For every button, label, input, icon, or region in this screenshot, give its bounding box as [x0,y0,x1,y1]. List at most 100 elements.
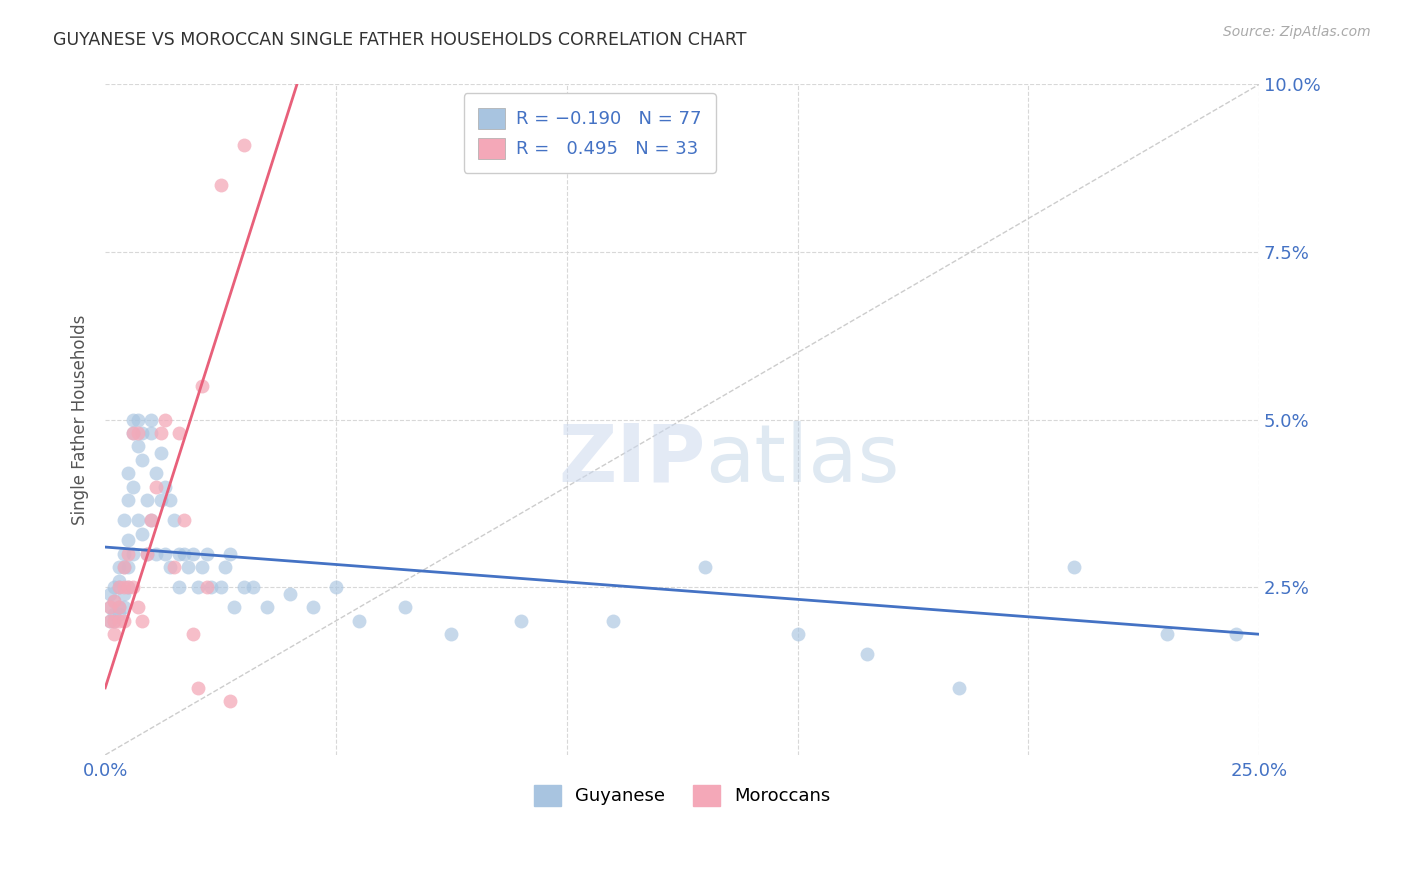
Point [117,547,139,561]
Point [325,580,347,594]
Point [209,580,232,594]
Point [186,681,208,695]
Point [186,580,208,594]
Point [135,493,157,508]
Point [214,560,236,574]
Point [141,513,163,527]
Point [302,600,325,615]
Point [145,467,167,481]
Point [131,426,153,441]
Point [108,600,131,615]
Point [122,426,145,441]
Point [232,580,254,594]
Text: GUYANESE VS MOROCCAN SINGLE FATHER HOUSEHOLDS CORRELATION CHART: GUYANESE VS MOROCCAN SINGLE FATHER HOUSE… [53,31,747,49]
Point [98,587,121,601]
Point [112,547,135,561]
Point [278,587,301,601]
Point [122,547,145,561]
Point [163,513,186,527]
Point [218,547,240,561]
Point [191,560,214,574]
Point [98,600,121,615]
Point [141,426,163,441]
Legend: Guyanese, Moroccans: Guyanese, Moroccans [527,778,838,813]
Point [155,412,177,426]
Point [173,513,195,527]
Point [163,560,186,574]
Point [191,379,214,393]
Point [149,446,172,460]
Point [1225,627,1247,641]
Point [232,137,254,152]
Point [108,607,131,621]
Point [117,580,139,594]
Point [117,533,139,548]
Point [181,627,204,641]
Point [1156,627,1178,641]
Point [347,614,370,628]
Point [135,547,157,561]
Point [112,614,135,628]
Point [127,600,149,615]
Point [167,580,190,594]
Point [167,426,190,441]
Point [108,580,131,594]
Point [135,547,157,561]
Point [242,580,264,594]
Point [177,560,200,574]
Point [108,600,131,615]
Point [98,614,121,628]
Point [112,587,135,601]
Point [112,513,135,527]
Point [131,526,153,541]
Point [159,560,181,574]
Point [1063,560,1085,574]
Point [155,547,177,561]
Point [131,614,153,628]
Point [108,574,131,588]
Point [195,580,218,594]
Point [108,560,131,574]
Point [440,627,463,641]
Point [181,547,204,561]
Point [112,600,135,615]
Text: atlas: atlas [706,421,900,499]
Point [122,426,145,441]
Point [145,547,167,561]
Point [209,178,232,192]
Point [103,614,125,628]
Point [695,560,717,574]
Point [98,614,121,628]
Point [127,426,149,441]
Point [149,426,172,441]
Point [145,480,167,494]
Y-axis label: Single Father Households: Single Father Households [72,315,89,524]
Point [117,493,139,508]
Point [108,580,131,594]
Point [602,614,624,628]
Point [103,593,125,607]
Text: ZIP: ZIP [558,421,706,499]
Point [173,547,195,561]
Point [103,627,125,641]
Point [200,580,222,594]
Point [98,600,121,615]
Point [127,513,149,527]
Point [122,412,145,426]
Point [112,580,135,594]
Point [122,580,145,594]
Point [103,614,125,628]
Point [117,467,139,481]
Point [167,547,190,561]
Point [786,627,808,641]
Text: Source: ZipAtlas.com: Source: ZipAtlas.com [1223,25,1371,39]
Point [112,560,135,574]
Point [141,412,163,426]
Point [127,412,149,426]
Point [218,694,240,708]
Point [103,607,125,621]
Point [122,480,145,494]
Point [141,513,163,527]
Point [127,440,149,454]
Point [256,600,278,615]
